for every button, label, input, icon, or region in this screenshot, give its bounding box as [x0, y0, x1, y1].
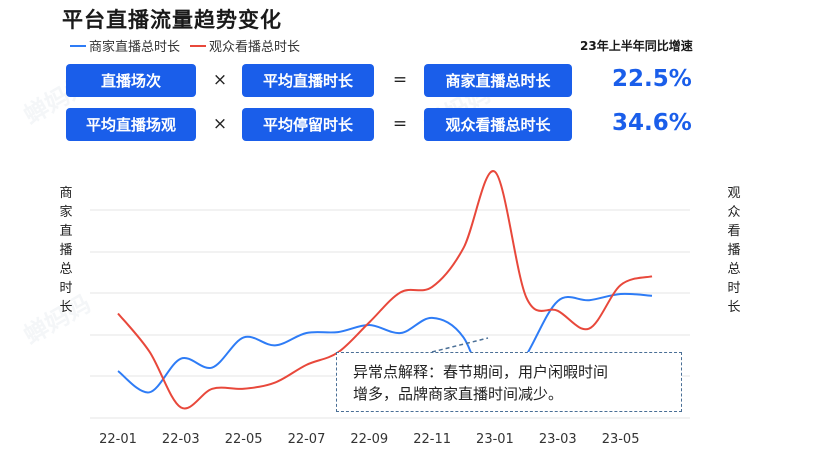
legend-label: 商家直播总时长	[89, 40, 181, 55]
x-tick-label: 23-05	[601, 432, 640, 447]
legend-item-viewer: 观众看播总时长	[190, 36, 300, 55]
x-tick-label: 22-03	[161, 432, 200, 447]
x-tick-label: 22-09	[350, 432, 389, 447]
multiply-sign: ×	[212, 114, 228, 134]
formula-pill-result: 观众看播总时长	[424, 108, 572, 141]
formula-pill-result: 商家直播总时长	[424, 64, 572, 97]
annotation-line-1: 异常点解释：春节期间，用户闲暇时间	[353, 363, 609, 381]
equals-sign: =	[392, 114, 408, 134]
x-tick-label: 22-05	[224, 432, 263, 447]
left-axis-label: 商家直播总时长	[59, 186, 73, 315]
page-title: 平台直播流量趋势变化	[62, 8, 282, 32]
annotation-box: 异常点解释：春节期间，用户闲暇时间 增多，品牌商家直播时间减少。	[336, 352, 682, 412]
legend-swatch	[190, 44, 207, 47]
formula-pill-a: 直播场次	[66, 64, 196, 97]
legend-swatch	[70, 44, 86, 47]
x-tick-label: 23-03	[538, 432, 577, 447]
formula-pill-b: 平均直播时长	[242, 64, 374, 97]
multiply-sign: ×	[212, 70, 228, 90]
series-line-viewer	[117, 170, 653, 410]
legend-label: 观众看播总时长	[209, 40, 301, 55]
growth-percent: 22.5%	[612, 66, 692, 92]
equals-sign: =	[392, 70, 408, 90]
x-tick-label: 22-11	[413, 432, 451, 447]
annotation-pointer	[431, 337, 489, 353]
right-axis-label: 观众看播总时长	[727, 186, 741, 315]
x-tick-label: 22-07	[287, 432, 326, 447]
x-tick-label: 23-01	[476, 432, 514, 447]
legend: 商家直播总时长 观众看播总时长	[70, 36, 300, 55]
annotation-line-2: 增多，品牌商家直播时间减少。	[353, 385, 564, 403]
growth-percent: 34.6%	[612, 110, 692, 136]
formula-pill-b: 平均停留时长	[242, 108, 374, 141]
x-tick-label: 22-01	[99, 432, 137, 447]
series-line-merchant	[117, 292, 653, 407]
legend-item-merchant: 商家直播总时长	[70, 36, 180, 55]
formula-pill-a: 平均直播场观	[66, 108, 196, 141]
growth-header: 23年上半年同比增速	[580, 39, 693, 53]
